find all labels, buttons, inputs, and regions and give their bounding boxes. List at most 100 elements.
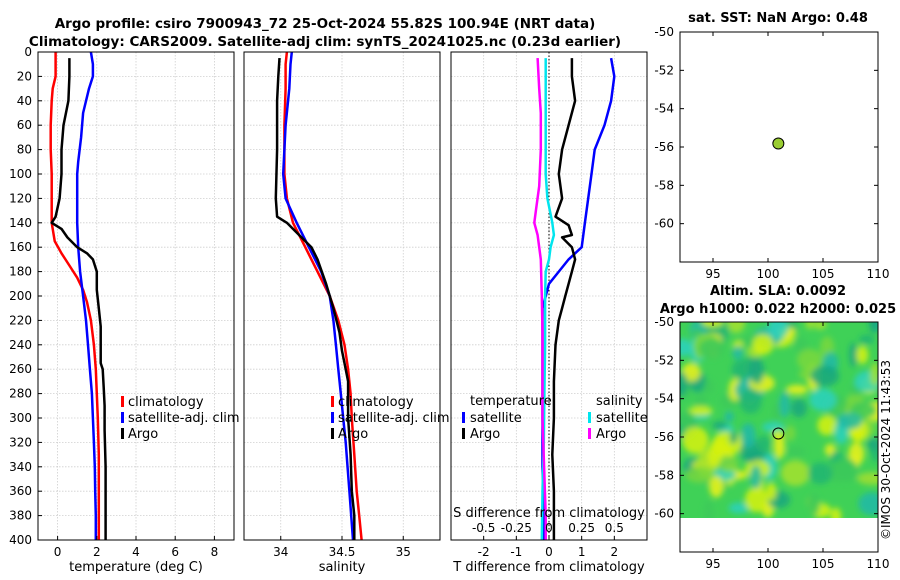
y-tick-label: 40 [17,94,32,108]
x-tick-label: 110 [867,557,890,571]
salinity-panel: 34 34.5 35 salinity climatology satellite-… [243,51,450,575]
y-tick-label: 100 [9,167,32,181]
sla-cell [752,334,774,355]
temperature-legend: climatology satellite-adj. clim Argo [121,395,240,442]
legend-label-satellite: satellite-adj. clim [338,411,450,426]
y-tick-label: 200 [9,289,32,303]
y-tick-label: 400 [9,533,32,547]
sla-cell [779,391,790,418]
sla-cell [727,322,746,334]
x-tick-label: 4 [132,545,140,559]
legend-label-temp-argo: Argo [470,427,500,442]
y-tick-label: 160 [9,240,32,254]
sla-cell [868,322,878,334]
difference-gridlines [451,51,647,541]
salinity-difference-tick-labels: -0.5 -0.25 0 0.25 0.5 [472,521,624,535]
sla-map-title-line1: Altim. SLA: 0.0092 [710,284,846,299]
sla-cell [712,421,728,430]
y-tick-label: -58 [654,178,674,192]
temperature-panel: 0 2 4 6 8 0 20 40 60 80 100 120 140 160 180 200 220 240 2… [9,45,240,575]
sla-cell [685,466,714,483]
x-tick-label: -2 [478,545,490,559]
salinity-xlabel: salinity [319,560,366,575]
y-tick-label: -50 [654,25,674,39]
y-tick-label: 260 [9,362,32,376]
x-tick-label: 95 [705,267,720,281]
sst-map-panel: sat. SST: NaN Argo: 0.48 95 100 105 110 -50 -… [654,11,889,281]
sla-cell [836,412,863,430]
sla-cell [739,388,762,414]
sla-cell [773,432,785,460]
sla-map-title-line2: Argo h1000: 0.022 h2000: 0.025 [660,302,896,317]
x-tick-label: 105 [812,557,835,571]
sla-cell [761,422,785,432]
y-tick-label: 0 [24,45,32,59]
sla-cell [716,455,739,472]
x-tick-label: 2 [93,545,101,559]
y-tick-label: 220 [9,313,32,327]
figure-title-line2: Climatology: CARS2009. Satellite-adj cli… [29,34,621,50]
sla-cell [858,492,878,516]
y-tick-label: -60 [654,217,674,231]
legend-swatch-argo [121,428,124,439]
legend-swatch-satellite [331,412,334,423]
legend-swatch-sal-satellite [588,412,591,423]
legend-swatch-climatology [331,396,334,407]
sst-map-points [772,137,785,150]
sla-cell [732,345,744,360]
salinity-legend: climatology satellite-adj. clim Argo [331,395,450,442]
sla-cell [813,322,827,330]
argo-location-marker [772,427,785,440]
sla-cell [857,472,878,485]
sla-cell [698,337,725,359]
salinity-tick-labels: 34 34.5 35 [273,536,411,559]
sla-cell [808,462,833,485]
sla-map-ticks: 95 100 105 110 -50 -52 -54 -56 -58 -60 [654,315,889,571]
y-tick-label: 20 [17,69,32,83]
temperature-difference-tick-labels: -2 -1 0 1 2 [478,536,618,559]
sla-cell [688,406,713,416]
sla-cell [740,423,756,449]
legend-label-sal-argo: Argo [596,427,626,442]
x-tick-label: 100 [757,557,780,571]
series-satellite-adj-clim [75,51,98,540]
sla-cell [858,334,875,345]
sla-cell [703,500,714,518]
sla-cell [682,426,709,454]
y-tick-label: -60 [654,507,674,521]
legend-label-argo: Argo [128,427,158,442]
sla-cell [772,401,781,423]
sla-map-points [772,427,785,440]
sla-cell [794,336,808,354]
sst-map-title: sat. SST: NaN Argo: 0.48 [688,11,868,26]
x-tick-label: 100 [757,267,780,281]
sla-cell [766,482,777,501]
s-tick-label: 0.5 [605,521,624,535]
salinity-series [274,51,363,541]
sst-map-ticks: 95 100 105 110 -50 -52 -54 -56 -58 -60 [654,25,889,281]
sla-cell [798,369,815,380]
salinity-gridlines [244,51,440,541]
y-tick-label: 180 [9,265,32,279]
legend-title-temperature: temperature [470,394,552,409]
sla-cell [849,342,858,368]
legend-label-climatology: climatology [338,395,414,410]
series-climatology [49,52,101,540]
difference-panel: -2 -1 0 1 2 -0.5 -0.25 0 0.25 0.5 S difference f… [450,51,648,575]
legend-title-salinity: salinity [596,394,643,409]
legend-swatch-climatology [121,396,124,407]
y-tick-label: 240 [9,338,32,352]
y-tick-label: 60 [17,118,32,132]
x-tick-label: 0 [545,545,553,559]
sla-cell [808,492,820,516]
y-tick-label: 340 [9,460,32,474]
y-tick-label: 380 [9,509,32,523]
x-tick-label: -1 [510,545,522,559]
series-argo [50,58,107,540]
legend-swatch-satellite [121,412,124,423]
y-tick-label: -52 [654,353,674,367]
y-tick-label: 280 [9,387,32,401]
x-tick-label: 95 [705,557,720,571]
sla-cell [756,435,771,453]
sla-cell [810,365,840,387]
